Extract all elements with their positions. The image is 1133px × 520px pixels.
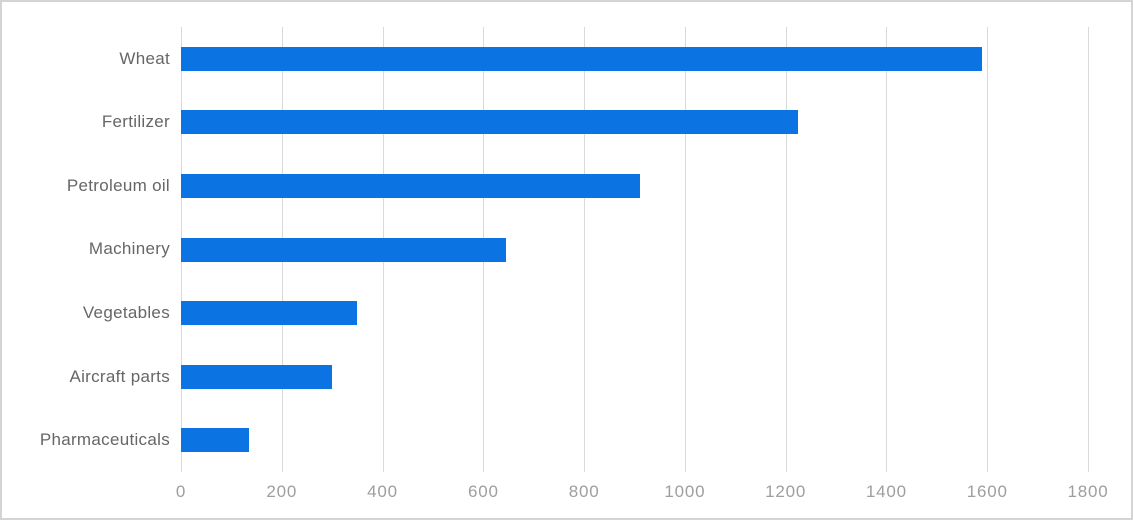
x-tick-label: 400 (367, 482, 398, 501)
bar-vegetables (181, 301, 358, 326)
x-tick-label: 1200 (765, 482, 807, 501)
category-label: Machinery (88, 239, 170, 259)
bar-pharmaceuticals (181, 428, 250, 453)
bar-aircraft-parts (181, 364, 333, 389)
gridline (785, 27, 787, 472)
x-tick-label: 800 (568, 482, 600, 501)
gridline (987, 27, 989, 472)
gridline (886, 27, 888, 472)
category-label: Wheat (119, 48, 170, 68)
x-tick-label: 1800 (1067, 482, 1109, 501)
category-label: Pharmaceuticals (39, 430, 170, 450)
category-label: Petroleum oil (66, 175, 170, 195)
bar-petroleum-oil (181, 173, 640, 198)
x-tick-label: 600 (467, 482, 499, 501)
bar-wheat (181, 46, 983, 71)
bar-machinery (181, 237, 506, 262)
category-label: Vegetables (82, 303, 170, 323)
x-axis-tick-labels: 0 200 400 600 800 1000 1200 1400 1600 1800 (176, 476, 1108, 506)
category-label: Fertilizer (101, 112, 170, 132)
bar-fertilizer (181, 110, 799, 135)
category-axis-labels: Wheat Fertilizer Petroleum oil Machinery Veg… (10, 27, 170, 472)
x-tick-label: 0 (175, 482, 187, 501)
gridline (584, 27, 586, 472)
gridline (684, 27, 686, 472)
x-tick-label: 1600 (966, 482, 1008, 501)
gridline (1088, 27, 1089, 472)
x-tick-label: 1400 (865, 482, 907, 501)
x-tick-label: 1000 (664, 482, 706, 501)
category-label: Aircraft parts (69, 366, 170, 386)
x-tick-label: 200 (266, 482, 298, 501)
plot-area (181, 27, 1089, 472)
